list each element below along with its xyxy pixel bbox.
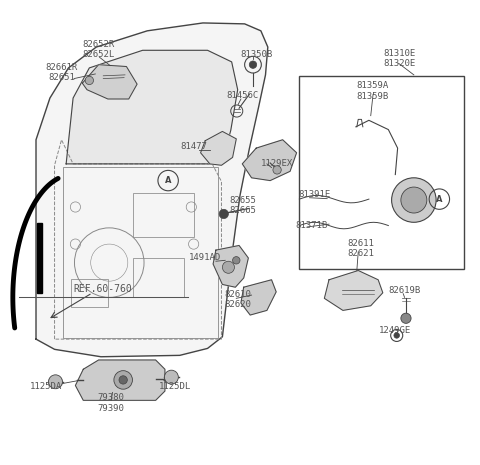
- Polygon shape: [83, 65, 137, 99]
- Circle shape: [222, 261, 234, 273]
- Text: 82652R
82652L: 82652R 82652L: [83, 40, 115, 59]
- Polygon shape: [75, 360, 165, 400]
- Circle shape: [114, 371, 132, 389]
- Text: 81359A
81359B: 81359A 81359B: [356, 81, 388, 101]
- Text: 82611
82621: 82611 82621: [347, 239, 374, 259]
- Bar: [133, 258, 184, 298]
- Circle shape: [392, 178, 436, 222]
- Text: 81350B: 81350B: [240, 49, 272, 59]
- Circle shape: [219, 209, 228, 219]
- Polygon shape: [36, 23, 268, 357]
- Text: 82655
82665: 82655 82665: [229, 196, 256, 215]
- Polygon shape: [213, 246, 248, 287]
- Bar: [133, 193, 193, 237]
- Text: 1249GE: 1249GE: [379, 326, 411, 335]
- Polygon shape: [201, 132, 236, 165]
- Polygon shape: [66, 50, 238, 164]
- Text: 82661R
82651: 82661R 82651: [46, 63, 78, 82]
- Text: 81456C: 81456C: [226, 91, 258, 100]
- Circle shape: [165, 370, 179, 384]
- Text: 81371B: 81371B: [296, 221, 328, 230]
- Bar: [71, 279, 108, 307]
- Polygon shape: [242, 140, 297, 180]
- Circle shape: [233, 257, 240, 264]
- Bar: [300, 76, 464, 269]
- Text: 82610
82620: 82610 82620: [224, 290, 251, 309]
- Circle shape: [85, 76, 94, 85]
- Text: A: A: [436, 195, 443, 204]
- Text: 1125DL: 1125DL: [159, 382, 191, 391]
- Text: A: A: [165, 176, 171, 185]
- Circle shape: [119, 376, 127, 384]
- Circle shape: [273, 166, 281, 174]
- Circle shape: [394, 332, 399, 338]
- Text: 1129EX: 1129EX: [261, 159, 293, 168]
- Text: 81391E: 81391E: [298, 190, 330, 199]
- Text: 1125DA: 1125DA: [30, 382, 62, 391]
- Text: 79380
79390: 79380 79390: [97, 393, 124, 413]
- Polygon shape: [241, 280, 276, 315]
- Text: 81310E
81320E: 81310E 81320E: [384, 49, 416, 68]
- Text: 1491AD: 1491AD: [189, 253, 221, 263]
- Circle shape: [48, 375, 62, 389]
- Text: 82619B: 82619B: [388, 286, 420, 295]
- Text: 81477: 81477: [180, 142, 207, 151]
- Polygon shape: [37, 223, 42, 293]
- Circle shape: [401, 313, 411, 323]
- Circle shape: [401, 187, 427, 213]
- Circle shape: [249, 61, 257, 68]
- Bar: [63, 166, 218, 338]
- Text: REF.60-760: REF.60-760: [74, 284, 132, 294]
- Polygon shape: [324, 271, 383, 310]
